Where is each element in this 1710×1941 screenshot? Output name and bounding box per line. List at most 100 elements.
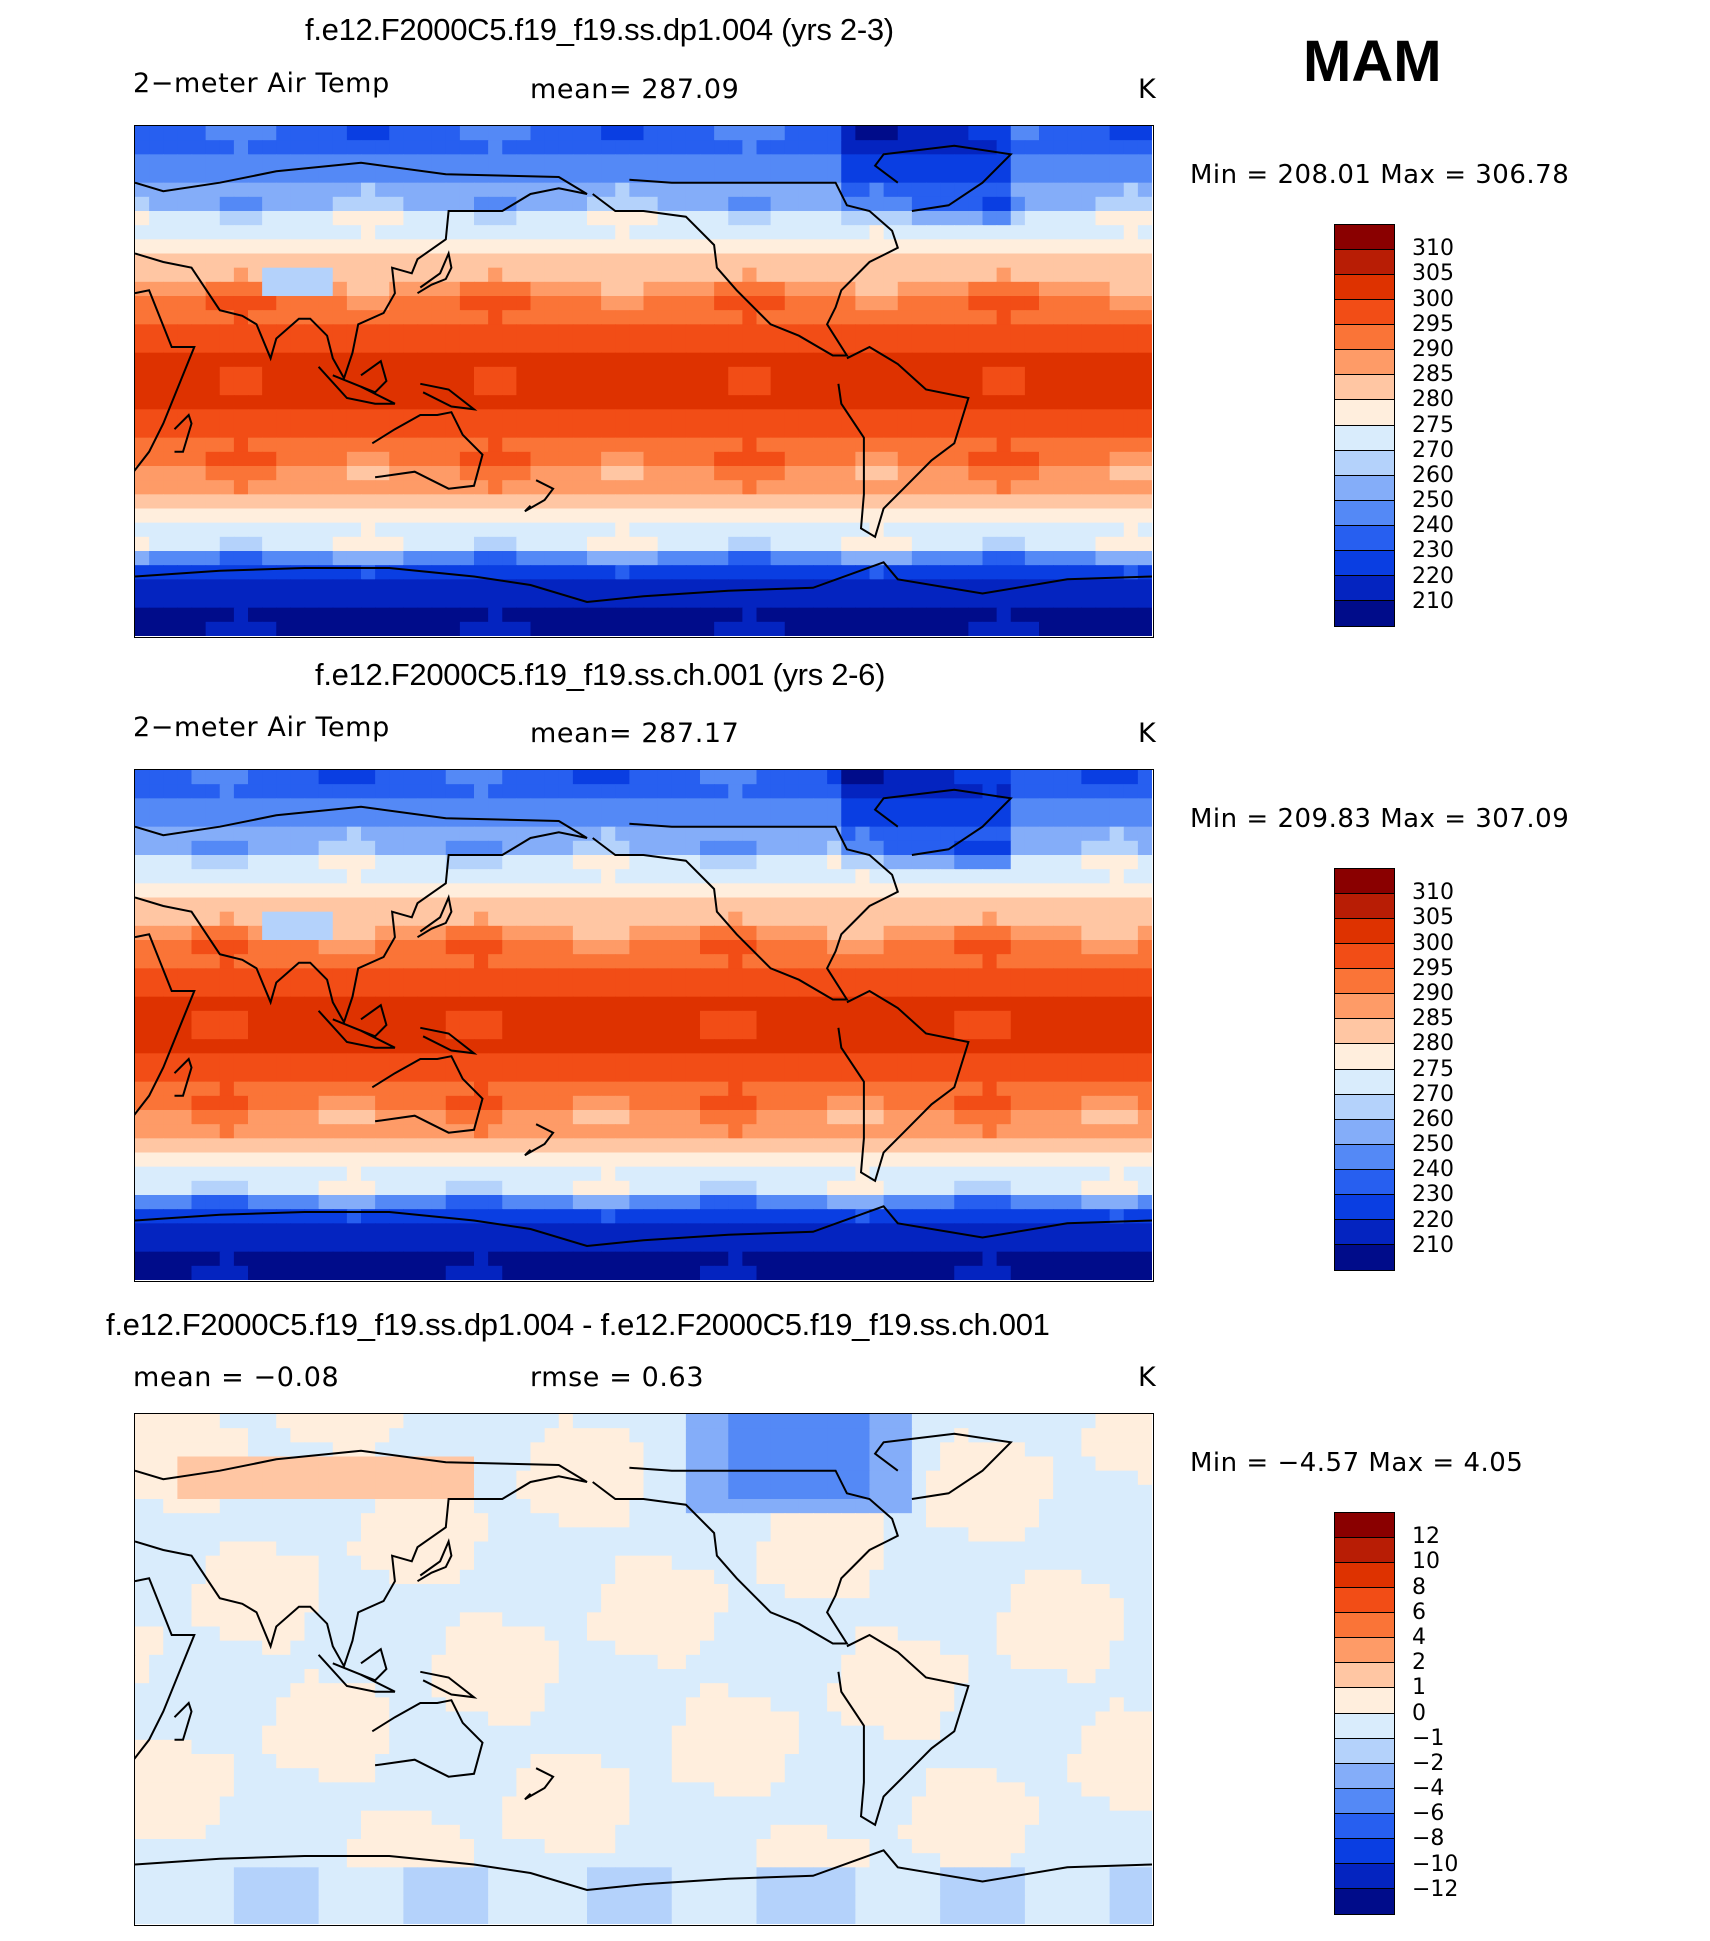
map-cell xyxy=(1095,982,1111,998)
map-cell xyxy=(1039,366,1054,382)
map-cell xyxy=(643,352,659,368)
map-cell xyxy=(1137,140,1152,155)
map-cell xyxy=(728,423,743,439)
map-cell xyxy=(502,1081,517,1097)
map-cell xyxy=(530,409,546,425)
map-cell xyxy=(827,140,842,155)
map-cell xyxy=(1010,253,1026,269)
map-cell xyxy=(855,437,871,453)
map-cell xyxy=(615,1053,630,1069)
map-cell xyxy=(572,196,588,212)
map-cell xyxy=(530,296,546,311)
map-cell xyxy=(389,409,404,425)
map-cell xyxy=(219,196,235,212)
map-cell xyxy=(332,1138,348,1154)
map-cell xyxy=(714,812,729,828)
map-cell xyxy=(304,281,320,297)
map-cell xyxy=(445,466,461,481)
map-cell xyxy=(530,911,546,927)
map-cell xyxy=(459,267,475,283)
map-cell xyxy=(940,855,955,870)
map-cell xyxy=(346,621,362,636)
map-cell xyxy=(318,940,334,955)
map-cell xyxy=(177,1053,193,1069)
map-cell xyxy=(262,1010,277,1026)
map-cell xyxy=(1095,395,1111,410)
map-cell xyxy=(361,296,376,311)
map-cell xyxy=(219,338,235,354)
map-cell xyxy=(304,883,320,899)
map-cell xyxy=(474,1025,489,1040)
map-cell xyxy=(798,324,814,340)
map-cell xyxy=(798,925,814,941)
map-cell xyxy=(700,536,715,552)
map-cell xyxy=(728,1223,743,1239)
map-cell xyxy=(728,869,743,884)
map-cell xyxy=(1081,1010,1097,1026)
map-cell xyxy=(149,784,164,799)
map-cell xyxy=(1109,607,1125,623)
map-cell xyxy=(290,1124,306,1139)
map-cell xyxy=(883,897,899,913)
map-cell xyxy=(177,1110,193,1125)
map-cell xyxy=(191,607,207,623)
map-cell xyxy=(629,182,645,198)
map-cell xyxy=(445,324,461,340)
map-cell xyxy=(643,784,659,799)
map-cell xyxy=(488,1110,503,1125)
map-cell xyxy=(233,1138,249,1154)
map-cell xyxy=(643,480,659,495)
map-cell xyxy=(1024,925,1040,941)
map-cell xyxy=(883,579,899,595)
map-cell xyxy=(968,968,984,984)
map-cell xyxy=(827,225,842,240)
map-cell xyxy=(332,494,348,510)
map-cell xyxy=(403,855,419,870)
map-cell xyxy=(1137,437,1152,453)
map-cell xyxy=(248,423,263,439)
map-cell xyxy=(940,840,955,856)
map-cell xyxy=(728,1124,743,1139)
map-cell xyxy=(827,1067,842,1083)
map-cell xyxy=(714,366,729,382)
map-cell xyxy=(1095,911,1111,927)
map-cell xyxy=(996,1095,1012,1111)
map-cell xyxy=(276,925,291,941)
map-cell xyxy=(813,1124,828,1139)
map-cell xyxy=(841,607,856,623)
map-cell xyxy=(926,267,941,283)
map-cell xyxy=(135,324,150,340)
map-cell xyxy=(558,296,574,311)
map-cell xyxy=(855,551,871,566)
map-cell xyxy=(615,593,630,609)
map-cell xyxy=(1137,607,1152,623)
map-cell xyxy=(657,253,673,269)
map-cell xyxy=(587,366,602,382)
map-cell xyxy=(827,954,842,969)
map-cell xyxy=(827,565,842,580)
map-cell xyxy=(813,437,828,453)
map-cell xyxy=(982,324,998,340)
map-cell xyxy=(770,225,786,240)
map-cell xyxy=(911,437,927,453)
map-cell xyxy=(304,1195,320,1210)
map-cell xyxy=(544,211,560,226)
map-cell xyxy=(813,182,828,198)
map-cell xyxy=(1109,494,1125,510)
map-cell xyxy=(1053,1124,1068,1139)
map-cell xyxy=(1067,154,1082,170)
map-cell xyxy=(1067,883,1082,899)
map-cell xyxy=(1024,1138,1040,1154)
map-cell xyxy=(813,466,828,481)
map-cell xyxy=(954,522,969,538)
map-cell xyxy=(1081,579,1097,595)
map-cell xyxy=(1053,1209,1068,1224)
map-cell xyxy=(798,508,814,524)
map-cell xyxy=(1137,551,1152,566)
map-cell xyxy=(572,352,588,368)
map-cell xyxy=(968,1053,984,1069)
map-cell xyxy=(332,480,348,495)
map-cell xyxy=(700,352,715,368)
map-cell xyxy=(1081,466,1097,481)
map-cell xyxy=(742,1025,758,1040)
